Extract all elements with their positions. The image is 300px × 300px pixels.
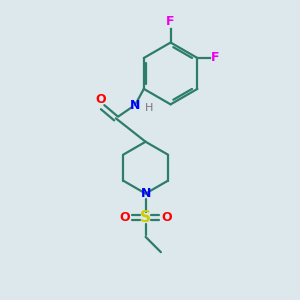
Text: F: F xyxy=(211,52,220,64)
Text: O: O xyxy=(161,211,172,224)
Text: N: N xyxy=(140,187,151,200)
Text: O: O xyxy=(95,93,106,106)
Text: N: N xyxy=(130,99,140,112)
Text: O: O xyxy=(120,211,130,224)
Text: S: S xyxy=(140,210,151,225)
Text: H: H xyxy=(145,103,154,113)
Text: F: F xyxy=(167,15,175,28)
